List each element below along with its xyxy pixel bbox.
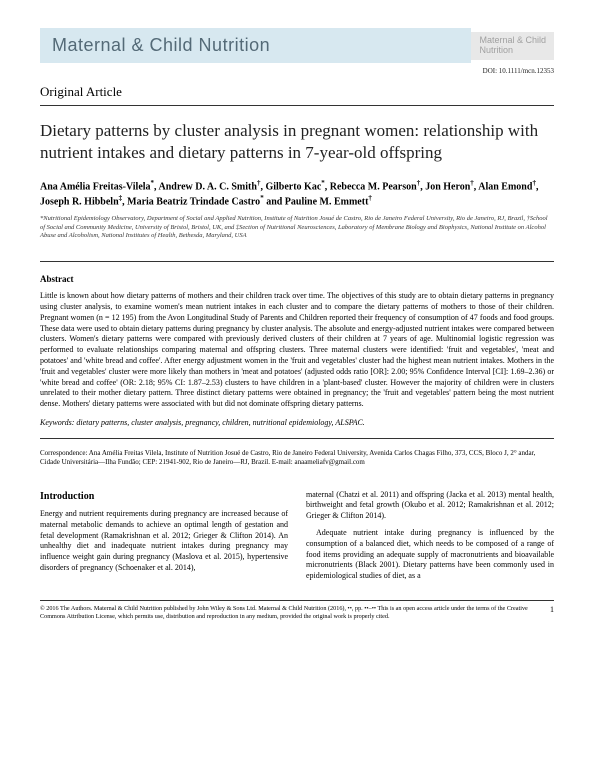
column-right: maternal (Chatzi et al. 2011) and offspr… [306, 490, 554, 582]
column-left: Introduction Energy and nutrient require… [40, 490, 288, 582]
article-title: Dietary patterns by cluster analysis in … [40, 120, 554, 164]
intro-paragraph-1: Energy and nutrient requirements during … [40, 509, 288, 574]
article-type: Original Article [40, 84, 554, 106]
keywords-label: Keywords: [40, 418, 74, 427]
abstract-heading: Abstract [40, 261, 554, 286]
intro-paragraph-2b: Adequate nutrient intake during pregnanc… [306, 528, 554, 582]
journal-side-line2: Nutrition [479, 46, 546, 56]
authors: Ana Amélia Freitas-Vilela*, Andrew D. A.… [40, 179, 554, 210]
correspondence: Correspondence: Ana Amélia Freitas Vilel… [40, 449, 554, 467]
footer: © 2016 The Authors. Maternal & Child Nut… [40, 600, 554, 621]
keywords-text: dietary patterns, cluster analysis, preg… [76, 418, 364, 427]
intro-paragraph-2a: maternal (Chatzi et al. 2011) and offspr… [306, 490, 554, 522]
page: Maternal & Child Nutrition Maternal & Ch… [0, 0, 594, 640]
page-number: 1 [550, 605, 554, 615]
footer-copyright: © 2016 The Authors. Maternal & Child Nut… [40, 605, 540, 621]
abstract-text: Little is known about how dietary patter… [40, 291, 554, 410]
journal-header: Maternal & Child Nutrition Maternal & Ch… [40, 28, 554, 63]
keywords: Keywords: dietary patterns, cluster anal… [40, 418, 554, 439]
journal-name: Maternal & Child Nutrition [40, 28, 471, 63]
affiliations: *Nutritional Epidemiology Observatory, D… [40, 215, 554, 240]
doi: DOI: 10.1111/mcn.12353 [40, 67, 554, 76]
intro-heading: Introduction [40, 490, 288, 504]
body-columns: Introduction Energy and nutrient require… [40, 490, 554, 582]
journal-side-logo: Maternal & Child Nutrition [471, 32, 554, 60]
